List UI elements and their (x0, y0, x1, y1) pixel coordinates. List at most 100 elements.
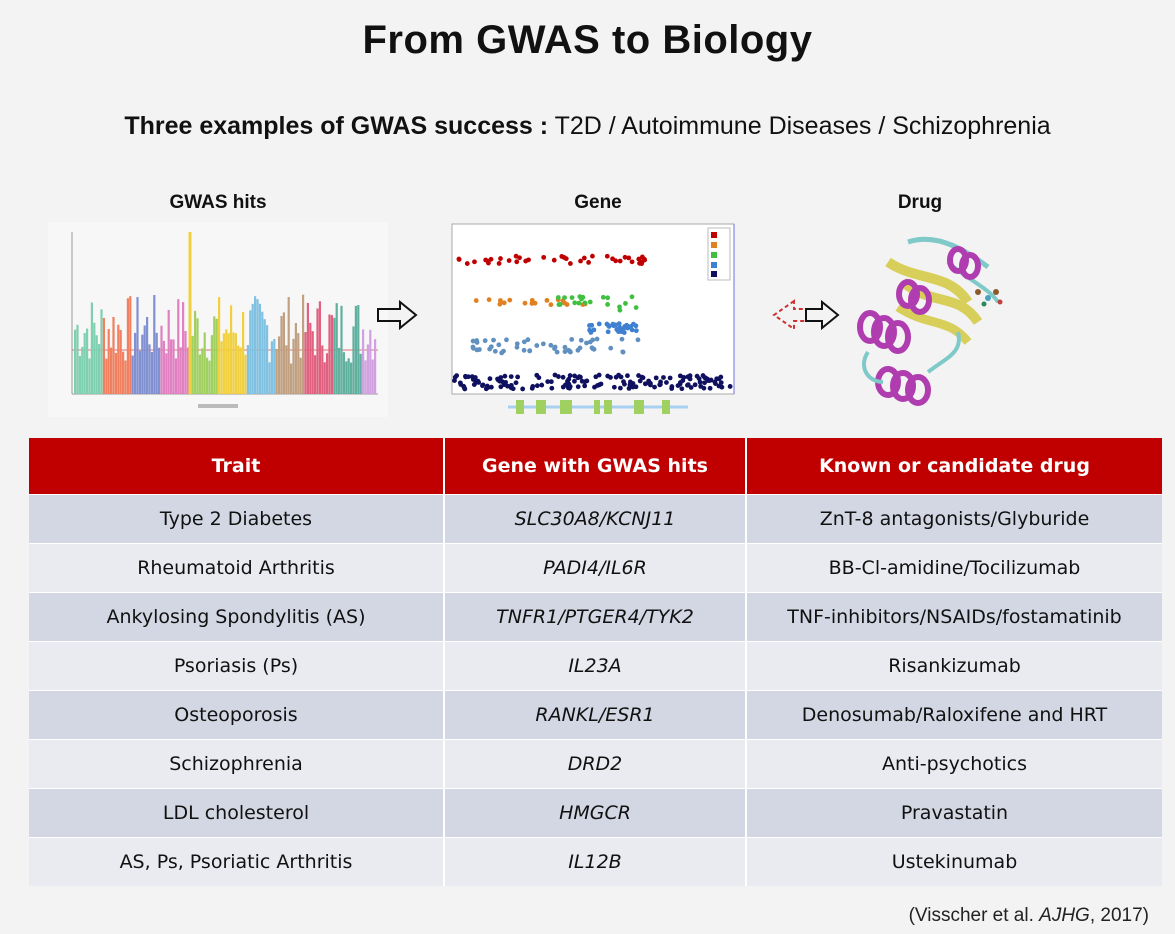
manhattan-bar (278, 336, 281, 394)
manhattan-bar (206, 357, 209, 394)
assoc-point (623, 324, 629, 329)
drug-cell: Anti-psychotics (746, 738, 1162, 788)
assoc-point (562, 300, 568, 306)
assoc-point (593, 374, 599, 380)
assoc-point (629, 294, 635, 300)
manhattan-bar (182, 302, 185, 394)
assoc-point (581, 255, 587, 261)
assoc-point (566, 376, 572, 382)
assoc-point (569, 337, 575, 342)
manhattan-bar (141, 334, 144, 394)
assoc-point (582, 383, 588, 389)
assoc-point (513, 380, 519, 386)
manhattan-bar (146, 316, 149, 394)
assoc-point (452, 378, 457, 383)
gene-cell: RANKL/ESR1 (444, 689, 747, 739)
manhattan-bar (170, 339, 173, 394)
assoc-point (622, 381, 627, 387)
assoc-point (567, 373, 573, 378)
manhattan-bar (88, 358, 91, 394)
citation-journal: AJHG (1039, 905, 1090, 926)
assoc-point (613, 258, 619, 264)
header-gene: Gene with GWAS hits (444, 438, 747, 494)
manhattan-bar (107, 329, 110, 394)
manhattan-bar (350, 362, 353, 394)
assoc-point (629, 327, 635, 333)
manhattan-bar (330, 315, 333, 394)
manhattan-bar (321, 345, 324, 394)
gene-cell: TNFR1/PTGER4/TYK2 (444, 591, 747, 641)
assoc-point (556, 302, 562, 307)
manhattan-bar (110, 347, 113, 394)
manhattan-bar (74, 329, 77, 394)
manhattan-bar (371, 359, 374, 394)
manhattan-bar (174, 358, 177, 394)
assoc-point (492, 348, 498, 354)
assoc-point (515, 374, 521, 380)
assoc-point (541, 254, 547, 260)
manhattan-bar (249, 310, 252, 394)
manhattan-bar (210, 335, 213, 394)
assoc-point (588, 330, 594, 335)
manhattan-bar (256, 299, 259, 394)
assoc-point (589, 345, 595, 351)
assoc-point (579, 378, 585, 384)
manhattan-bar (98, 344, 101, 394)
assoc-point (604, 253, 610, 259)
drug-cell: TNF-inhibitors/NSAIDs/fostamatinib (746, 591, 1162, 641)
manhattan-bar (160, 325, 163, 394)
manhattan-bar (222, 333, 225, 394)
assoc-point (473, 298, 479, 303)
manhattan-bar (83, 332, 86, 394)
assoc-point (483, 386, 489, 392)
manhattan-bar (215, 318, 218, 394)
assoc-point (456, 257, 462, 262)
assoc-point (548, 302, 554, 308)
manhattan-bar (93, 322, 96, 394)
manhattan-bar (234, 333, 237, 394)
gene-label: Gene (574, 192, 622, 213)
assoc-point (617, 385, 623, 391)
assoc-point (577, 294, 583, 300)
manhattan-bar (306, 302, 309, 394)
assoc-point (552, 372, 558, 378)
assoc-point (625, 373, 630, 379)
assoc-point (552, 344, 558, 350)
assoc-point (608, 374, 613, 380)
assoc-point (474, 338, 480, 343)
manhattan-bar (138, 350, 141, 394)
trait-cell: Type 2 Diabetes (29, 493, 445, 543)
manhattan-bar (102, 317, 105, 394)
assoc-point (555, 295, 561, 300)
assoc-point (520, 386, 526, 392)
manhattan-bar (81, 346, 84, 394)
manhattan-bar (345, 361, 348, 394)
manhattan-bar (302, 294, 305, 394)
manhattan-bar (201, 348, 204, 394)
manhattan-bar (270, 341, 273, 394)
manhattan-bar (366, 344, 369, 394)
drug-cell: Risankizumab (746, 640, 1162, 690)
manhattan-bar (167, 309, 170, 394)
assoc-point (685, 382, 691, 388)
manhattan-bar (273, 338, 276, 394)
assoc-point (554, 349, 560, 355)
assoc-point (661, 375, 666, 380)
assoc-point (551, 257, 557, 263)
slide-title: From GWAS to Biology (362, 18, 813, 62)
drug-cell: ZnT-8 antagonists/Glyburide (746, 493, 1162, 543)
assoc-point (575, 384, 581, 390)
assoc-point (642, 257, 648, 263)
assoc-point (642, 381, 648, 387)
assoc-point (590, 253, 595, 259)
assoc-point (539, 382, 545, 388)
assoc-point (633, 328, 639, 334)
assoc-point (653, 375, 659, 381)
assoc-point (544, 297, 550, 303)
assoc-point (611, 384, 617, 390)
gene-cell: IL12B (444, 836, 747, 886)
assoc-point (578, 258, 583, 264)
manhattan-bar (129, 296, 132, 394)
assoc-point (706, 378, 712, 384)
gene-cell: PADI4/IL6R (444, 542, 747, 592)
